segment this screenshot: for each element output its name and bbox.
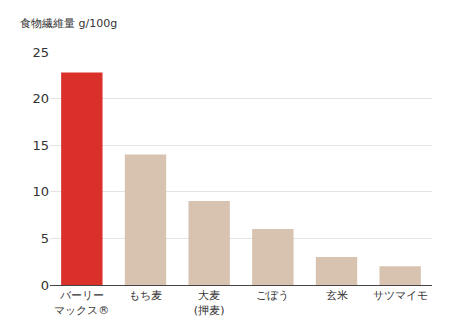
svg-text:バーリーマックス®: バーリーマックス® [54,289,109,316]
svg-text:ごぼう: ごぼう [256,289,289,302]
svg-text:食物繊維量 g/100g: 食物繊維量 g/100g [20,17,117,30]
svg-text:サツマイモ: サツマイモ [373,289,428,302]
svg-text:20: 20 [32,91,49,106]
svg-text:25: 25 [32,45,49,60]
svg-text:5: 5 [41,231,49,246]
svg-text:0: 0 [41,278,49,293]
svg-text:玄米: 玄米 [326,289,348,302]
svg-text:10: 10 [32,184,49,199]
svg-text:大麦(押麦): 大麦(押麦) [194,289,225,316]
svg-text:15: 15 [32,138,49,153]
svg-text:もち麦: もち麦 [129,289,162,302]
